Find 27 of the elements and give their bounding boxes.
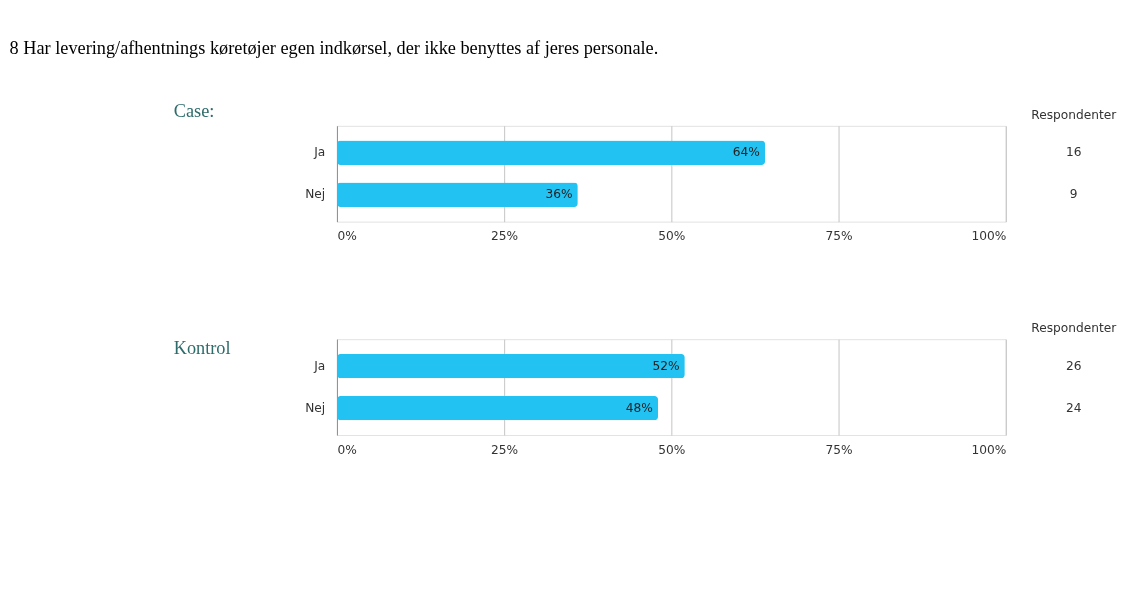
x-tick-label: 100% [971,229,1007,244]
y-tick-label: Nej [305,187,326,202]
text: Respondenter [1031,107,1118,122]
y-tick-label: Ja [313,358,326,373]
data-label: 36% [545,187,573,202]
y-tick-label: Ja [313,145,326,160]
text: 9 [1069,187,1078,202]
text: 26 [1065,358,1082,373]
text: Case: [173,100,215,121]
x-tick-label: 75% [825,442,853,457]
x-tick-label: 75% [825,229,853,244]
y-tick-label: Nej [305,400,326,415]
text: 24 [1065,400,1082,415]
data-label: 64% [732,145,760,160]
data-label: 52% [652,358,680,373]
text: Respondenter [1031,321,1118,336]
data-label: 48% [625,400,653,415]
x-tick-label: 0% [337,442,357,457]
x-tick-label: 50% [658,229,686,244]
x-tick-label: 25% [491,442,519,457]
chart-subtitle: Kontrol [173,338,231,359]
x-tick-label: 25% [491,229,519,244]
x-tick-label: 100% [971,442,1007,457]
x-tick-label: 0% [337,229,357,244]
chart-title: 8 Har levering/afhentnings køretøjer egen indkørsel, der ikke benyttes af jeres personale. [9,38,659,59]
x-tick-label: 50% [658,442,686,457]
text: 16 [1065,145,1082,160]
